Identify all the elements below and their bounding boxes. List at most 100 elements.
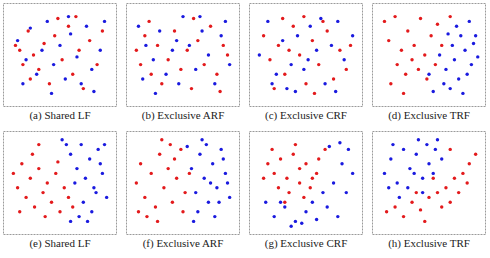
point xyxy=(273,215,276,218)
point xyxy=(474,34,477,37)
point xyxy=(468,162,471,165)
point xyxy=(440,205,443,208)
point xyxy=(410,58,413,61)
point xyxy=(166,167,169,170)
points xyxy=(262,141,354,228)
point xyxy=(190,167,193,170)
point xyxy=(436,23,439,26)
point xyxy=(205,143,208,146)
point xyxy=(336,20,339,23)
point xyxy=(427,73,430,76)
point xyxy=(99,49,102,52)
point xyxy=(75,167,78,170)
point xyxy=(349,44,352,47)
point xyxy=(12,172,15,175)
point xyxy=(429,34,432,37)
point xyxy=(85,25,88,28)
point xyxy=(143,34,146,37)
point xyxy=(43,215,46,218)
point xyxy=(77,215,80,218)
point xyxy=(18,210,21,213)
point xyxy=(75,55,78,58)
point xyxy=(323,82,326,85)
point xyxy=(476,55,479,58)
point xyxy=(60,138,63,141)
point xyxy=(203,177,206,180)
plot-frame xyxy=(250,132,363,235)
point xyxy=(332,77,335,80)
point xyxy=(311,201,314,204)
point xyxy=(436,138,439,141)
point xyxy=(270,82,273,85)
point xyxy=(135,49,138,52)
point xyxy=(16,39,19,42)
point xyxy=(432,177,435,180)
point xyxy=(277,44,280,47)
point xyxy=(179,148,182,151)
point xyxy=(29,26,32,29)
point xyxy=(63,186,66,189)
point xyxy=(415,153,418,156)
point xyxy=(160,138,163,141)
point xyxy=(345,68,348,71)
point xyxy=(217,201,220,204)
plot-frame xyxy=(127,4,240,107)
point xyxy=(262,34,265,37)
point xyxy=(52,63,55,66)
point xyxy=(309,25,312,28)
point xyxy=(156,220,159,223)
point xyxy=(164,73,167,76)
point xyxy=(313,92,316,95)
point xyxy=(46,20,49,23)
point xyxy=(302,15,305,18)
point xyxy=(279,201,282,204)
point xyxy=(198,15,201,18)
plot-frame xyxy=(4,4,117,107)
point xyxy=(209,181,212,184)
point xyxy=(298,53,301,56)
point xyxy=(88,157,91,160)
point xyxy=(198,153,201,156)
point xyxy=(440,157,443,160)
point xyxy=(412,172,415,175)
point xyxy=(338,49,341,52)
point xyxy=(143,196,146,199)
point xyxy=(69,32,72,35)
point xyxy=(440,44,443,47)
point xyxy=(181,210,184,213)
point xyxy=(451,44,454,47)
point xyxy=(393,15,396,18)
point xyxy=(171,49,174,52)
point xyxy=(321,191,324,194)
point xyxy=(283,73,286,76)
point xyxy=(389,82,392,85)
point xyxy=(169,143,172,146)
point xyxy=(90,68,93,71)
point xyxy=(95,63,98,66)
point xyxy=(90,210,93,213)
point xyxy=(436,191,439,194)
point xyxy=(177,82,180,85)
point xyxy=(139,162,142,165)
point xyxy=(154,92,157,95)
point xyxy=(444,186,447,189)
point xyxy=(213,215,216,218)
point xyxy=(425,143,428,146)
point xyxy=(222,44,225,47)
point xyxy=(304,162,307,165)
point xyxy=(56,17,59,20)
point xyxy=(419,17,422,20)
point xyxy=(449,201,452,204)
panel: (c) Exclusive CRF xyxy=(250,4,363,123)
point xyxy=(275,73,278,76)
point xyxy=(50,92,53,95)
point xyxy=(224,20,227,23)
point xyxy=(101,29,104,32)
point xyxy=(31,153,34,156)
point xyxy=(457,191,460,194)
point xyxy=(150,73,153,76)
point xyxy=(287,191,290,194)
point xyxy=(152,58,155,61)
point xyxy=(73,181,76,184)
plot-frame xyxy=(373,4,486,107)
